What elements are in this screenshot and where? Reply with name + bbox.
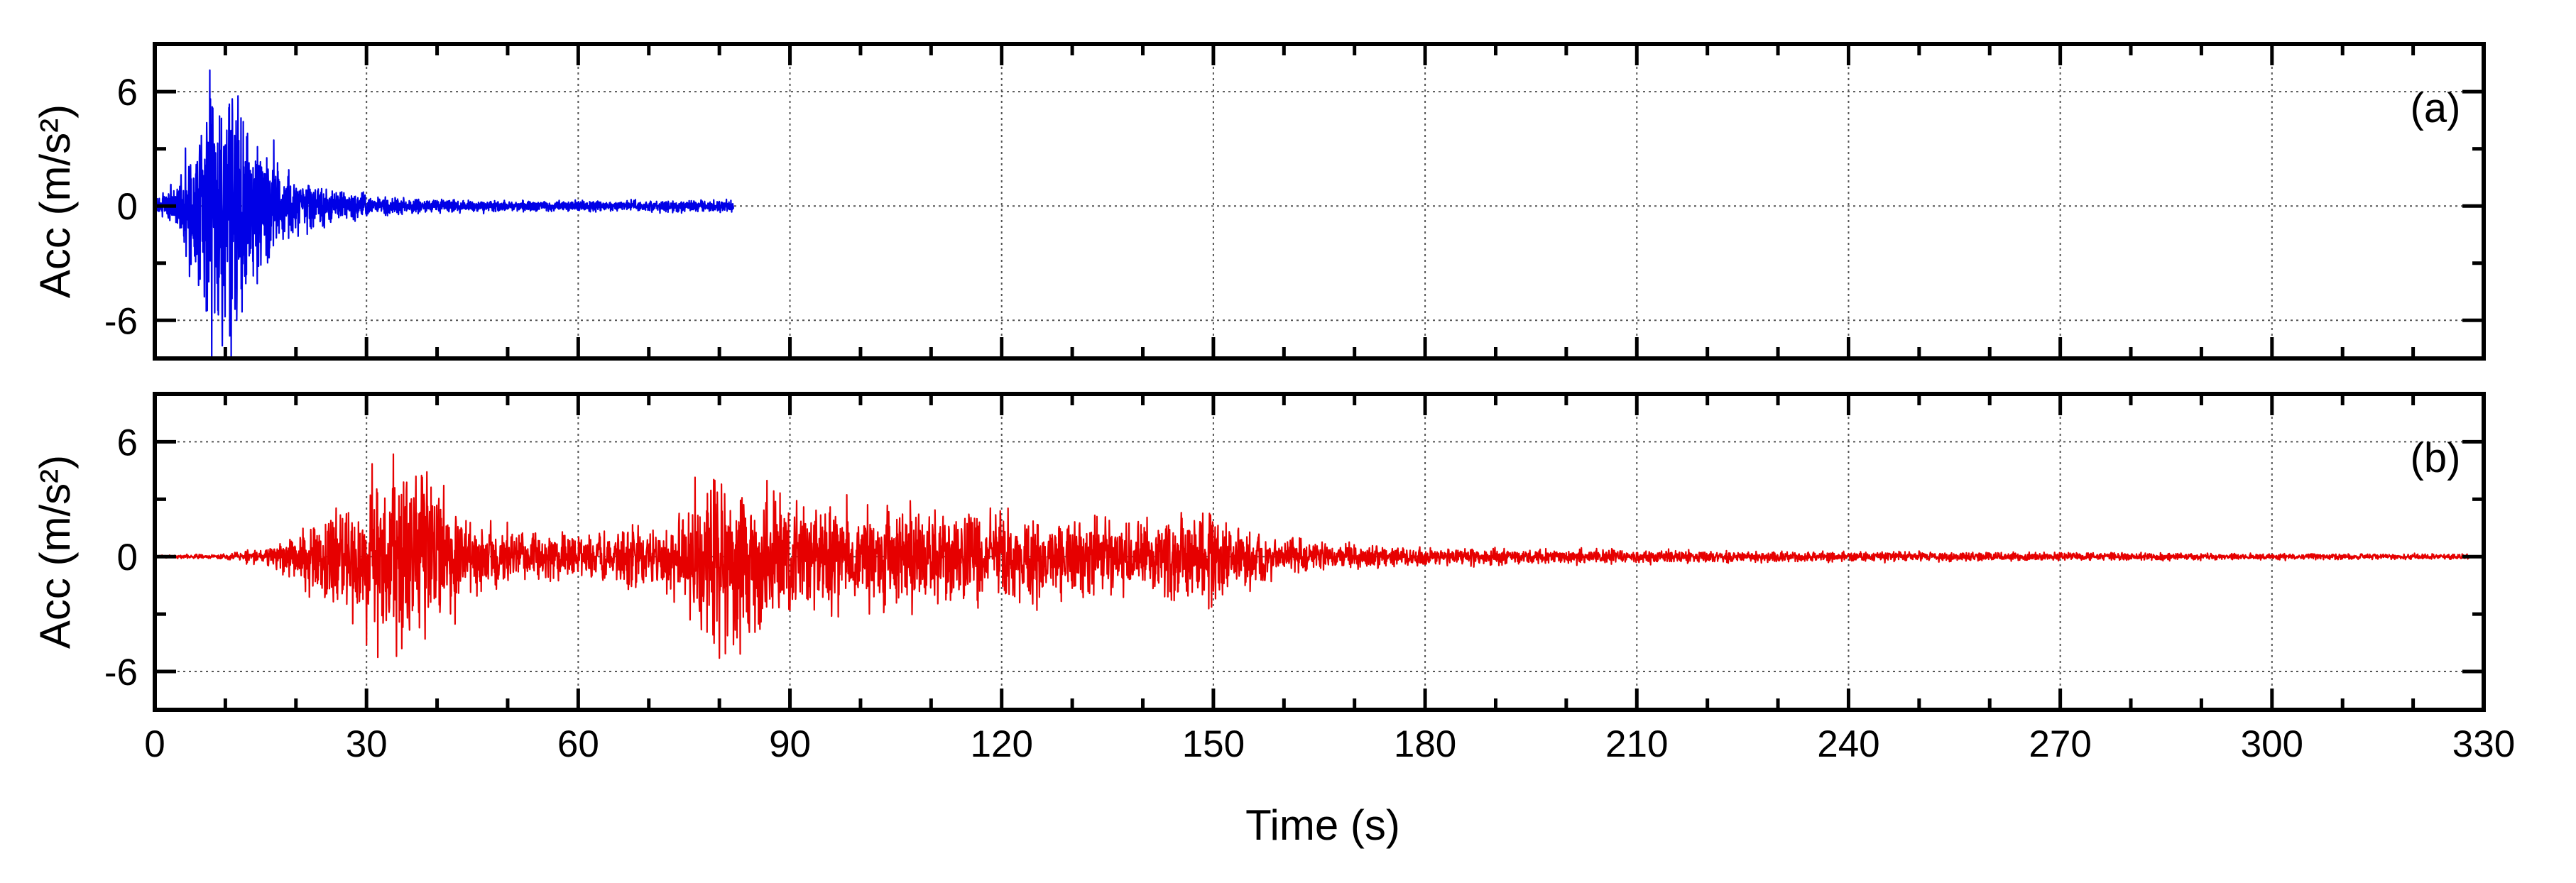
x-tick-label: 210 [1605,723,1668,765]
panel-label: (b) [2411,435,2461,481]
signal-trace [153,69,734,357]
x-tick-label: 120 [971,723,1033,765]
x-tick-label: 180 [1394,723,1456,765]
y-axis-title: Acc (m/s²) [31,104,79,298]
y-tick-label: -6 [104,300,138,342]
x-tick-label: 90 [769,723,811,765]
panel-label: (a) [2411,85,2461,131]
x-tick-label: 150 [1182,723,1245,765]
x-tick-label: 270 [2029,723,2091,765]
y-tick-label: 0 [117,537,138,578]
x-tick-label: 0 [144,723,165,765]
y-tick-label: 6 [117,72,138,114]
x-tick-label: 330 [2452,723,2515,765]
panel-b-chart: 60-60 30 60 90 120 150 180 210 240 270 300 330(b)Ac… [31,392,2515,765]
y-tick-label: -6 [104,652,138,693]
y-axis-title: Acc (m/s²) [31,455,79,649]
plot-frame [153,42,2486,361]
plot-frame [153,392,2486,712]
x-axis-title: Time (s) [1245,801,1400,849]
x-tick-label: 60 [557,723,599,765]
y-tick-label: 6 [117,422,138,464]
signal-trace [154,453,2471,659]
x-tick-label: 240 [1817,723,1879,765]
y-tick-label: 0 [117,186,138,228]
panel-a-chart: 6 0 -6 (a) Acc (m/s²) [31,42,2486,361]
x-tick-label: 300 [2241,723,2303,765]
x-tick-label: 30 [346,723,388,765]
